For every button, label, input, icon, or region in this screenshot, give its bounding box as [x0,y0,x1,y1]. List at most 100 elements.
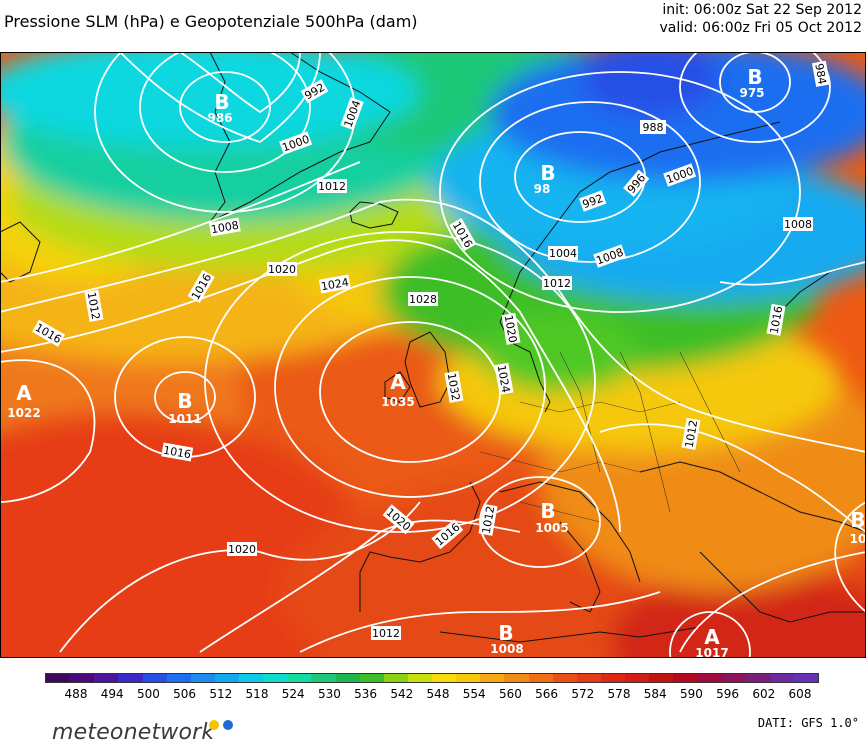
run-info: init: 06:00z Sat 22 Sep 2012 valid: 06:0… [659,1,862,37]
colorbar-cell [600,674,625,682]
isobar-label-text: 1012 [85,291,103,321]
isobar-label: 988 [640,120,666,134]
center-letter: B [498,621,513,645]
country-borders [479,351,741,523]
center-letter: B [850,508,865,532]
colorbar-tick-label: 602 [752,687,776,701]
center-value: 986 [207,111,232,125]
center-letter: A [704,625,720,649]
colorbar-tick-label: 542 [390,687,414,701]
colorbar-cell [311,674,336,682]
colorbar-cell [118,674,143,682]
colorbar-cell [239,674,264,682]
isobar-label-text: 1008 [210,219,240,237]
colorbar-tick-label: 500 [136,687,160,701]
isobar-label-text: 1012 [372,627,400,640]
center-value: 1011 [168,412,201,426]
isobar-label-text: 1012 [318,180,346,193]
colorbar-cell [625,674,650,682]
isobar-label: 1028 [408,292,438,306]
colorbar-tick-label: 506 [173,687,197,701]
isobar-label: 1012 [478,503,498,536]
colorbar-cell [359,674,384,682]
center-value: 1005 [535,521,568,535]
low-pressure-center: B 1011 [168,389,201,426]
colorbar-tick-label: 596 [716,687,740,701]
colorbar-tick-label: 566 [535,687,559,701]
field-shading [0,52,866,658]
colorbar-tick-label: 572 [571,687,595,701]
colorbar-cell [383,674,408,682]
colorbar-tick-label: 560 [498,687,522,701]
high-pressure-center: A 1022 [7,381,40,420]
colorbar-tick-label: 512 [209,687,233,701]
isobar-label-text: 988 [643,121,664,134]
center-value: 98 [534,182,551,196]
isobar-label: 1008 [208,217,241,237]
isobar-label: 1012 [317,179,347,193]
colorbar-cell [552,674,577,682]
isobar-label-text: 1028 [409,293,437,306]
brand-name: meteonetwork [52,720,215,745]
colorbar-ticks: 488 494 500 506 512 518 524 530 536 542 548 554 560 5… [45,686,819,702]
data-source: DATI: GFS 1.0° [757,716,859,730]
center-letter: A [16,381,32,405]
colorbar-tick-label: 584 [643,687,667,701]
center-letter: A [390,370,406,394]
center-value: 10 [850,532,866,546]
center-value: 1035 [381,395,414,409]
isobar-label: 1012 [84,289,104,322]
colorbar-tick-label: 530 [317,687,341,701]
colorbar-cell [456,674,481,682]
colorbar-tick-label: 578 [607,687,631,701]
isobar-label-text: 1008 [784,218,812,231]
isobar-label-text: 1024 [495,364,513,394]
isobar-label-text: 1020 [268,263,296,276]
isobar-label-text: 1020 [502,314,520,344]
isobar-label-text: 1004 [549,247,577,260]
center-letter: B [540,499,555,523]
isobar-label: 1016 [161,442,194,462]
center-letter: B [177,389,192,413]
colorbar-cell [190,674,215,682]
map-svg: 992 1004 1000 1012 1008 1016 1012 1016 1… [0,52,866,658]
isobar-label: 1032 [444,370,464,403]
isobar-label: 1020 [227,542,257,556]
isobar-label-text: 984 [812,62,828,85]
colorbar-cell [214,674,239,682]
colorbar-cell [697,674,722,682]
pressure-centers: B 986 B 98 B 975 A 1022 B 1011 [7,65,866,658]
low-pressure-center: B 98 [534,161,556,196]
weather-map: 992 1004 1000 1012 1008 1016 1012 1016 1… [0,52,866,658]
isobar-label: 1020 [267,262,297,276]
low-pressure-center: B 1005 [535,499,568,535]
isobar-label: 1024 [318,274,351,294]
colorbar-cell [94,674,119,682]
meteonetwork-logo: meteonetwork [52,720,214,745]
low-pressure-center: B 10 [850,508,866,546]
logo-dot-yellow [209,720,219,730]
colorbar-cell [287,674,312,682]
center-letter: B [540,161,555,185]
low-pressure-center: B 975 [739,65,764,100]
colorbar-tick-label: 524 [281,687,305,701]
isobar-label-text: 1024 [320,276,350,294]
isobar-label-text: 1016 [162,444,192,462]
isobar-label-text: 1012 [480,505,498,535]
colorbar-tick-label: 518 [245,687,269,701]
colorbar-tick-label: 536 [354,687,378,701]
colorbar-tick-label: 554 [462,687,486,701]
center-value: 1008 [490,642,523,656]
colorbar-cell [46,674,71,682]
coastlines [0,52,866,643]
colorbar-cell [480,674,505,682]
colorbar-cell [793,674,818,682]
colorbar-cell [335,674,360,682]
isobar-label: 1012 [371,626,401,640]
center-value: 1022 [7,406,40,420]
colorbar-cell [70,674,95,682]
low-pressure-center: B 986 [207,90,232,125]
low-pressure-center: B 1008 [490,621,523,656]
isobar-label-text: 1016 [768,305,786,335]
